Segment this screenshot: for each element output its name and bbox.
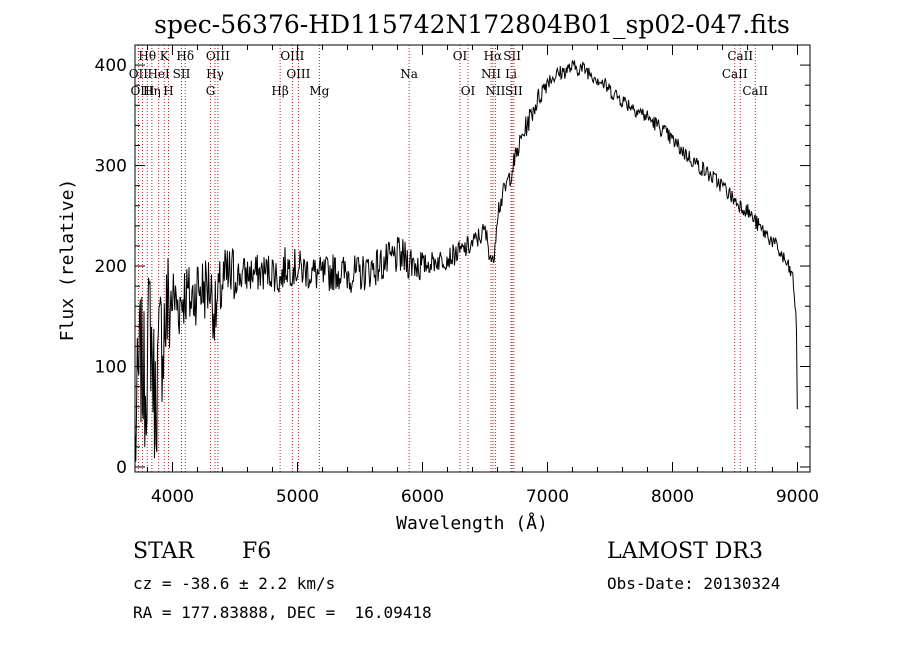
- x-axis-label: Wavelength (Å): [396, 512, 548, 534]
- spectral-line-label: OI: [453, 49, 468, 63]
- x-tick-label: 8000: [651, 487, 694, 507]
- x-tick-label: 4000: [151, 487, 194, 507]
- y-tick-label: 400: [95, 56, 127, 76]
- spectral-line-label: SII: [505, 84, 523, 98]
- y-axis-label: Flux (relative): [57, 179, 78, 342]
- spectral-line-label: G: [206, 84, 216, 98]
- spectral-line-label: CaII: [722, 67, 748, 81]
- spectral-line-label: SII: [503, 49, 521, 63]
- spectral-line-label: Hθ: [138, 49, 156, 63]
- spectral-line-label: HeI: [147, 67, 170, 81]
- spectral-line-label: Na: [400, 67, 418, 81]
- spectral-line-label: Li: [505, 67, 517, 81]
- spectral-line-label: NII: [485, 84, 505, 98]
- x-tick-label: 5000: [276, 487, 319, 507]
- coordinates: RA = 177.83888, DEC = 16.09418: [133, 603, 432, 622]
- observation-date: Obs-Date: 20130324: [607, 574, 781, 593]
- x-axis-ticks: 4000 5000 6000 7000 8000 9000: [147, 45, 819, 507]
- spectral-line-label: CaII: [742, 84, 768, 98]
- object-subclass: F6: [242, 539, 272, 564]
- spectrum-trace: [134, 60, 798, 462]
- spectral-line-label: OII: [129, 67, 149, 81]
- spectral-line-label: OIII: [286, 67, 310, 81]
- spectral-line-label: H: [163, 84, 173, 98]
- y-tick-label: 300: [95, 157, 127, 177]
- y-axis-ticks: 0 100 200 300 400: [95, 56, 810, 478]
- spectral-line-label: SII: [173, 67, 191, 81]
- spectral-line-label: Hγ: [206, 67, 224, 81]
- spectral-line-label: OIII: [206, 49, 230, 63]
- spectral-line-label: CaII: [727, 49, 753, 63]
- object-class: STAR: [133, 539, 194, 564]
- spectral-line-label: OI: [461, 84, 476, 98]
- spectral-line-label: K: [160, 49, 170, 63]
- spectral-line-label: Hη: [143, 84, 161, 98]
- spectrum: [134, 60, 798, 462]
- spectral-line-label: Mg: [309, 84, 329, 98]
- spectral-line-label: Hδ: [176, 49, 194, 63]
- spectral-line-label: Hβ: [271, 84, 288, 98]
- y-tick-label: 100: [95, 358, 127, 378]
- y-tick-label: 0: [116, 458, 127, 478]
- survey-name: LAMOST DR3: [607, 539, 763, 564]
- chart-title: spec-56376-HD115742N172804B01_sp02-047.f…: [154, 10, 790, 39]
- redshift-value: cz = -38.6 ± 2.2 km/s: [133, 574, 336, 593]
- spectral-line-label: OIII: [280, 49, 304, 63]
- plot-frame: [134, 44, 811, 473]
- x-tick-label: 6000: [401, 487, 444, 507]
- x-tick-label: 9000: [776, 487, 819, 507]
- spectral-line-label: NII: [481, 67, 501, 81]
- x-tick-label: 7000: [526, 487, 569, 507]
- spectral-line-label: Hα: [484, 49, 503, 63]
- y-tick-label: 200: [95, 257, 127, 277]
- spectral-line-label: OIII: [130, 84, 154, 98]
